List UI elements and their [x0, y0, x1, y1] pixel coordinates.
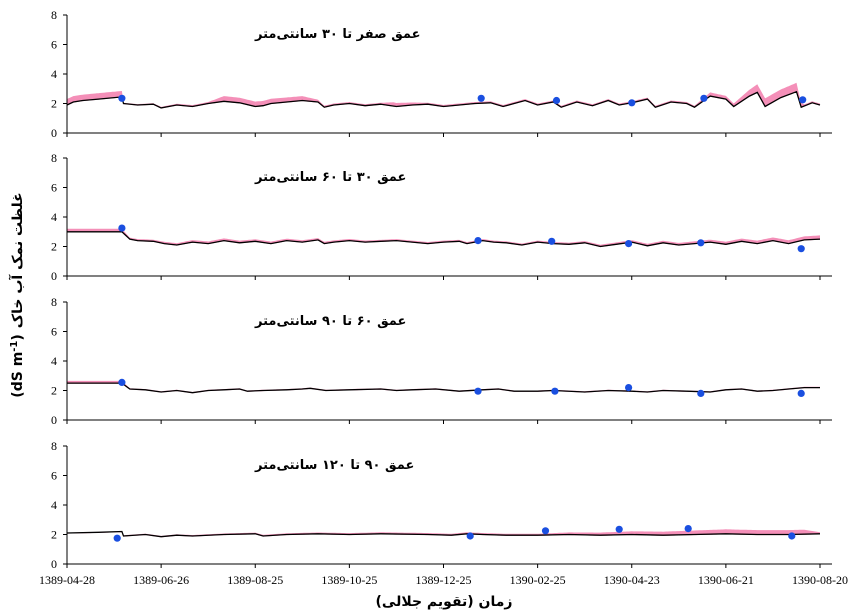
observed-point [118, 94, 126, 102]
x-axis-label: زمان (تقویم جلالی) [376, 594, 513, 610]
x-tick-label: 1389-12-25 [416, 573, 472, 587]
y-tick-label: 2 [51, 97, 57, 111]
y-tick-label: 8 [51, 151, 57, 165]
y-tick-label: 4 [51, 498, 57, 512]
y-tick-label: 6 [51, 181, 57, 195]
observed-point [797, 389, 805, 397]
observed-point [113, 534, 121, 542]
x-tick-label: 1389-10-25 [321, 573, 377, 587]
y-tick-label: 8 [51, 8, 57, 22]
x-tick-label: 1389-08-25 [227, 573, 283, 587]
observed-point [788, 532, 796, 540]
y-tick-label: 0 [51, 413, 57, 427]
observed-point [551, 387, 559, 395]
panel-title: عمق ۹۰ تا ۱۲۰ سانتی‌متر [254, 458, 414, 473]
y-tick-label: 0 [51, 269, 57, 283]
y-axis-label-text: غلظت نمک آب خاک [8, 192, 26, 328]
observed-point [474, 237, 482, 245]
x-tick-label: 1389-06-26 [133, 573, 189, 587]
observed-point [552, 96, 561, 105]
y-axis-unit-close: ) [10, 334, 26, 340]
panel-4: 0 2 4 6 8 1389-04-28 1389-06-26 1389-08-25 1389-… [39, 439, 848, 587]
x-tick-label: 1389-04-28 [39, 573, 95, 587]
x-tick-label: 1390-08-20 [792, 573, 848, 587]
y-tick-label: 8 [51, 439, 57, 453]
y-tick-label: 8 [51, 295, 57, 309]
observed-point [474, 387, 482, 395]
y-axis-unit-open: (dS m [10, 352, 26, 398]
y-tick-label: 2 [51, 384, 57, 398]
panel-title: عمق ۳۰ تا ۶۰ سانتی‌متر [254, 170, 406, 185]
panel-3: 0 2 4 6 8 عمق ۶۰ تا ۹۰ سانتی‌متر [51, 295, 832, 427]
observed-point [628, 99, 636, 107]
observed-point [118, 224, 126, 232]
observed-point [697, 389, 705, 397]
y-tick-label: 0 [51, 126, 57, 140]
observed-point [684, 525, 692, 533]
y-axis-label: (dS m-1) غلظت نمک آب خاک [8, 192, 26, 397]
y-axis-unit-sup: -1 [9, 341, 20, 352]
observed-point [697, 239, 705, 247]
uncertainty-band [67, 82, 820, 109]
observed-point [625, 240, 633, 248]
simulated-line [67, 231, 821, 248]
x-tick-label: 1390-06-21 [698, 573, 754, 587]
y-tick-label: 2 [51, 240, 57, 254]
x-tick-label: 1390-02-25 [510, 573, 566, 587]
x-tick-label: 1390-04-23 [604, 573, 660, 587]
y-tick-label: 4 [51, 210, 57, 224]
panel-2: 0 2 4 6 8 عمق ۳۰ تا ۶۰ سانتی‌متر [51, 151, 832, 283]
y-tick-label: 4 [51, 67, 57, 81]
observed-point [700, 94, 708, 102]
observed-point [541, 527, 550, 535]
simulated-line [67, 382, 820, 394]
simulated-line [66, 530, 821, 538]
panel-title: عمق صفر تا ۳۰ سانتی‌متر [254, 27, 421, 42]
y-tick-label: 6 [51, 469, 57, 483]
panel-title: عمق ۶۰ تا ۹۰ سانتی‌متر [254, 314, 406, 329]
y-tick-label: 6 [51, 38, 57, 52]
y-tick-label: 6 [51, 325, 57, 339]
observed-point [625, 384, 633, 392]
observed-point [477, 94, 485, 102]
observed-point [615, 525, 623, 533]
simulated-line [66, 90, 821, 109]
y-tick-label: 0 [51, 557, 57, 571]
observed-point [548, 237, 556, 245]
panel-1: 0 2 4 6 8 عمق صفر تا ۳۰ سانتی‌متر [51, 8, 832, 140]
observed-point [799, 96, 807, 104]
y-tick-label: 2 [51, 528, 57, 542]
y-tick-label: 4 [51, 354, 57, 368]
chart-panels: 0 2 4 6 8 عمق صفر تا ۳۰ سانتی‌متر 0 2 4 6 8 عمق ۳۰ … [39, 8, 848, 587]
uncertainty-band [67, 529, 820, 538]
observed-point [797, 245, 805, 253]
observed-point [466, 532, 474, 540]
observed-point [118, 378, 126, 386]
